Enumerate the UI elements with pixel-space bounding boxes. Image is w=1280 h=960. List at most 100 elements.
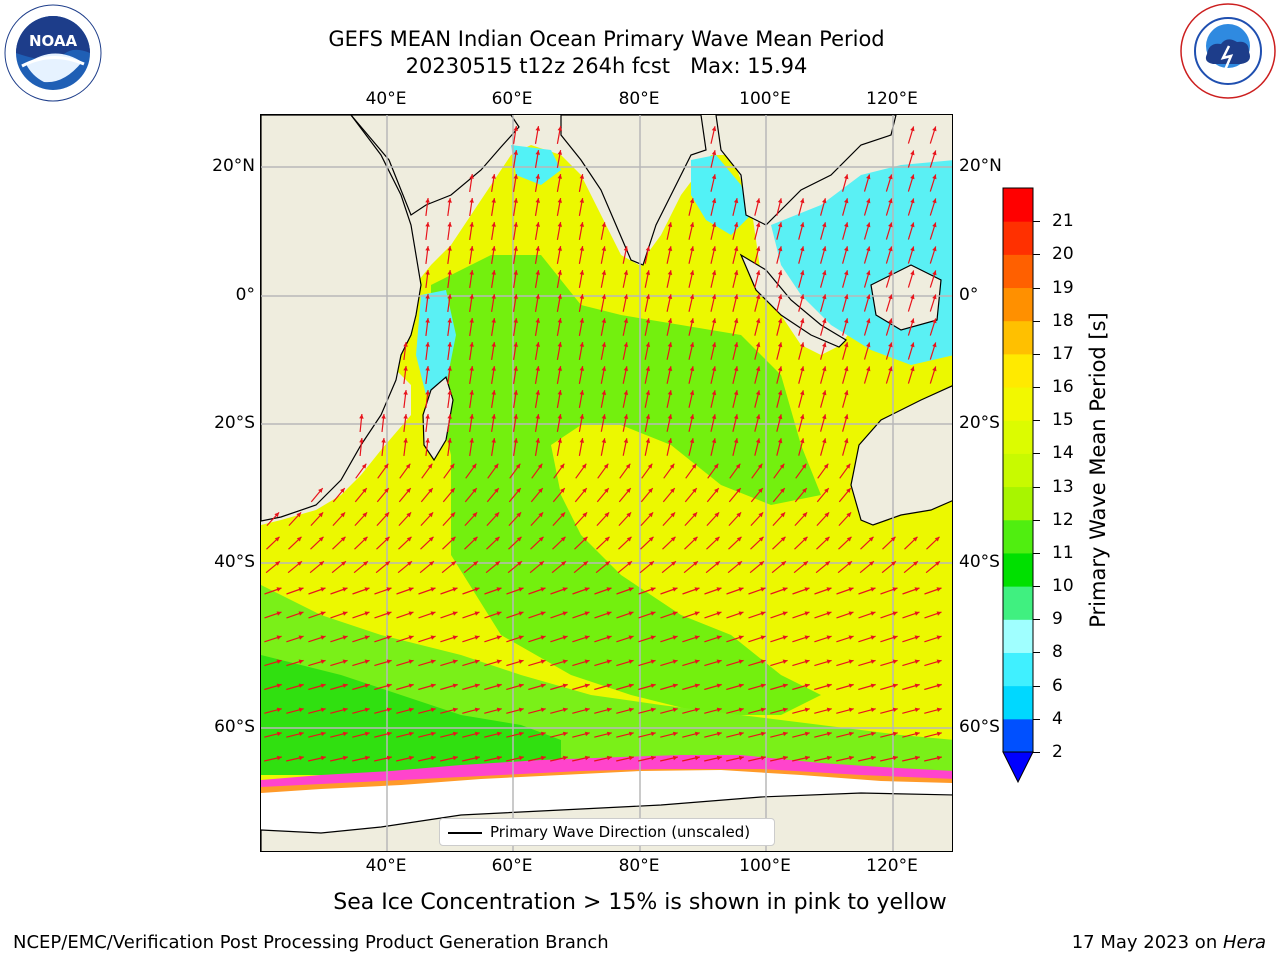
wave-arrow-head — [910, 222, 915, 228]
wave-arrow-head — [606, 683, 612, 688]
wave-arrow-head — [689, 342, 695, 348]
colorbar-segment — [1003, 453, 1033, 488]
wave-arrow-head — [714, 512, 720, 518]
wave-arrow-head — [844, 438, 849, 444]
wave-arrow-head — [870, 659, 876, 664]
wave-arrow-head — [606, 587, 612, 592]
wave-arrow-head — [910, 126, 915, 132]
wave-arrow-head — [430, 707, 436, 712]
wave-arrow-head — [340, 536, 346, 542]
wave-arrow-head — [736, 536, 742, 542]
wave-arrow-head — [846, 488, 851, 493]
wave-arrow-head — [491, 438, 496, 443]
wave-arrow-head — [513, 294, 518, 299]
wave-arrow-head — [692, 536, 698, 542]
wave-arrow-head — [803, 561, 808, 566]
wave-arrow-head — [557, 414, 562, 419]
wave-arrow-head — [869, 561, 874, 566]
wave-arrow-head — [800, 246, 805, 252]
wave-arrow-head — [496, 659, 502, 664]
wave-arrow-head — [800, 222, 805, 228]
wave-arrow-head — [822, 246, 827, 252]
lon-label-bottom-120e: 120°E — [866, 856, 918, 876]
wave-arrow-head — [364, 683, 370, 688]
wave-arrow-head — [914, 587, 920, 592]
wave-arrow-head — [319, 561, 324, 566]
wave-arrow-head — [452, 755, 458, 761]
wave-arrow-head — [606, 635, 612, 640]
wave-arrow-head — [670, 512, 676, 518]
colorbar-extend-arrow — [1002, 751, 1034, 784]
wave-arrow-head — [474, 683, 480, 688]
wave-arrow-head — [425, 222, 430, 227]
lat-label-left-20s: 20°S — [214, 413, 255, 433]
wave-arrow-head — [755, 414, 761, 420]
wave-arrow-head — [538, 536, 544, 542]
wave-arrow-head — [782, 611, 788, 616]
wave-arrow-head — [802, 512, 808, 518]
wave-arrow-head — [733, 390, 739, 396]
wave-arrow-head — [606, 731, 612, 737]
wave-arrow-head — [822, 318, 827, 324]
wave-arrow-head — [822, 390, 827, 396]
wave-arrow-head — [447, 438, 452, 443]
wave-arrow-head — [430, 611, 436, 616]
colorbar-tick-mark — [1033, 552, 1040, 554]
wave-arrow-head — [491, 414, 496, 419]
wave-arrow-head — [716, 611, 722, 616]
wave-arrow-head — [540, 611, 546, 616]
wave-arrow-head — [650, 611, 656, 616]
wave-arrow-head — [496, 611, 502, 616]
wave-arrow-head — [626, 488, 631, 493]
wave-arrow-head — [403, 438, 408, 443]
wave-arrow-head — [760, 659, 766, 664]
wave-arrow-head — [826, 635, 832, 640]
wave-arrow-head — [408, 611, 414, 616]
wave-arrow-head — [342, 731, 348, 737]
wave-arrow-head — [623, 270, 629, 275]
wave-arrow-head — [822, 294, 827, 300]
wave-arrow-head — [518, 683, 524, 688]
wave-arrow-head — [425, 366, 430, 371]
colorbar-tick-mark — [1033, 519, 1040, 521]
wave-arrow-head — [667, 294, 673, 299]
wave-arrow-head — [362, 488, 367, 493]
wave-arrow-head — [801, 463, 807, 469]
colorbar-segment — [1003, 221, 1033, 255]
wave-arrow-head — [888, 318, 893, 324]
wave-arrow-head — [425, 246, 430, 251]
wave-arrow-head — [844, 390, 849, 396]
wave-arrow-head — [866, 318, 871, 324]
wave-arrow-head — [800, 390, 805, 396]
wave-arrow-head — [716, 659, 722, 664]
wave-arrow-head — [777, 198, 783, 204]
wave-arrow-head — [932, 174, 937, 180]
wave-arrow-head — [430, 683, 436, 688]
wave-arrow-head — [645, 342, 651, 347]
wave-arrow-head — [557, 294, 562, 299]
wave-arrow-head — [650, 707, 656, 712]
wave-arrow-head — [932, 246, 937, 252]
wave-arrow-head — [601, 222, 607, 227]
wave-arrow-head — [716, 707, 722, 712]
map-panel — [260, 114, 953, 852]
wave-arrow-head — [452, 611, 458, 616]
wave-arrow-head — [758, 512, 764, 518]
wave-arrow-head — [491, 222, 496, 227]
wave-arrow-head — [866, 366, 871, 372]
wave-arrow-head — [671, 561, 676, 566]
wave-arrow-head — [628, 659, 634, 664]
wave-arrow-head — [628, 635, 634, 640]
wave-arrow-head — [538, 488, 543, 493]
wave-arrow-head — [755, 366, 761, 372]
wave-arrow-head — [888, 366, 893, 372]
wave-arrow-head — [800, 342, 805, 348]
wave-arrow-head — [494, 536, 500, 542]
wave-arrow-head — [782, 755, 788, 761]
wave-arrow-head — [491, 174, 496, 179]
wave-arrow-head — [755, 222, 761, 228]
wave-arrow-head — [604, 536, 610, 542]
wave-arrow-head — [557, 438, 562, 443]
wave-arrow-head — [672, 683, 678, 688]
wave-arrow-head — [755, 318, 761, 324]
